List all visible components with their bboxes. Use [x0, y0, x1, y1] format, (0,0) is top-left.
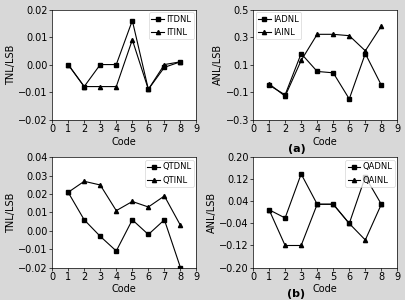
QAINL — [266, 208, 271, 211]
QTDNL — [177, 266, 182, 269]
Text: (a): (a) — [287, 143, 305, 154]
QTINL — [130, 200, 134, 203]
QTDNL — [66, 190, 70, 194]
QADNL — [346, 222, 351, 225]
QADNL — [298, 172, 303, 176]
QTDNL — [113, 249, 118, 253]
Legend: QADNL, QAINL: QADNL, QAINL — [344, 160, 394, 187]
ITINL — [145, 88, 150, 91]
ITDNL — [162, 65, 166, 69]
Legend: IADNL, IAINL: IADNL, IAINL — [255, 12, 301, 39]
IAINL — [282, 94, 287, 98]
IADNL — [346, 97, 351, 101]
QTDNL — [145, 233, 150, 236]
ITINL — [113, 85, 118, 88]
QAINL — [346, 222, 351, 225]
IADNL — [282, 93, 287, 97]
QTINL — [162, 194, 166, 198]
Text: (b): (b) — [287, 289, 305, 299]
IAINL — [362, 49, 367, 52]
QADNL — [330, 202, 335, 206]
Line: ITINL: ITINL — [66, 38, 182, 92]
QTDNL — [81, 218, 86, 222]
Y-axis label: TNL/LSB: TNL/LSB — [6, 44, 15, 85]
ITINL — [130, 38, 134, 42]
QTINL — [177, 224, 182, 227]
Line: QAINL: QAINL — [266, 202, 382, 248]
ITDNL — [177, 60, 182, 64]
Line: QTINL: QTINL — [66, 179, 182, 227]
Legend: ITDNL, ITINL: ITDNL, ITINL — [149, 12, 194, 39]
Y-axis label: TNL/LSB: TNL/LSB — [6, 192, 15, 233]
ITINL — [81, 85, 86, 88]
IADNL — [314, 70, 319, 73]
IAINL — [378, 24, 383, 28]
IAINL — [298, 58, 303, 62]
ITINL — [177, 60, 182, 64]
X-axis label: Code: Code — [312, 284, 337, 294]
Line: QADNL: QADNL — [266, 172, 382, 226]
QADNL — [314, 202, 319, 206]
ITDNL — [66, 63, 70, 66]
IADNL — [330, 71, 335, 75]
X-axis label: Code: Code — [112, 136, 136, 146]
ITINL — [66, 63, 70, 66]
IAINL — [330, 32, 335, 36]
QAINL — [282, 244, 287, 247]
IAINL — [314, 32, 319, 36]
IAINL — [346, 34, 351, 38]
QTINL — [81, 179, 86, 183]
IAINL — [266, 82, 271, 85]
ITDNL — [130, 19, 134, 22]
QAINL — [378, 202, 383, 206]
QADNL — [282, 216, 287, 220]
ITDNL — [98, 63, 102, 66]
Line: ITDNL: ITDNL — [66, 19, 182, 92]
ITDNL — [145, 88, 150, 91]
ITINL — [162, 63, 166, 66]
QTINL — [98, 183, 102, 187]
QTINL — [113, 209, 118, 212]
Line: IADNL: IADNL — [266, 52, 382, 101]
Y-axis label: ANL/LSB: ANL/LSB — [212, 44, 222, 85]
IADNL — [362, 52, 367, 56]
Line: QTDNL: QTDNL — [66, 190, 182, 270]
QADNL — [378, 202, 383, 206]
QTINL — [66, 190, 70, 194]
ITDNL — [113, 63, 118, 66]
IADNL — [298, 52, 303, 56]
QAINL — [314, 202, 319, 206]
QADNL — [266, 208, 271, 211]
Line: IAINL: IAINL — [266, 24, 382, 98]
QAINL — [362, 238, 367, 242]
Y-axis label: ANL/LSB: ANL/LSB — [206, 192, 216, 233]
QADNL — [362, 175, 367, 178]
QTDNL — [98, 235, 102, 238]
QTDNL — [162, 218, 166, 222]
X-axis label: Code: Code — [312, 136, 337, 146]
X-axis label: Code: Code — [112, 284, 136, 294]
QTINL — [145, 205, 150, 209]
IADNL — [378, 83, 383, 87]
QTDNL — [130, 218, 134, 222]
QAINL — [330, 202, 335, 206]
ITDNL — [81, 85, 86, 88]
QAINL — [298, 244, 303, 247]
ITINL — [98, 85, 102, 88]
Legend: QTDNL, QTINL: QTDNL, QTINL — [145, 160, 194, 187]
IADNL — [266, 83, 271, 87]
